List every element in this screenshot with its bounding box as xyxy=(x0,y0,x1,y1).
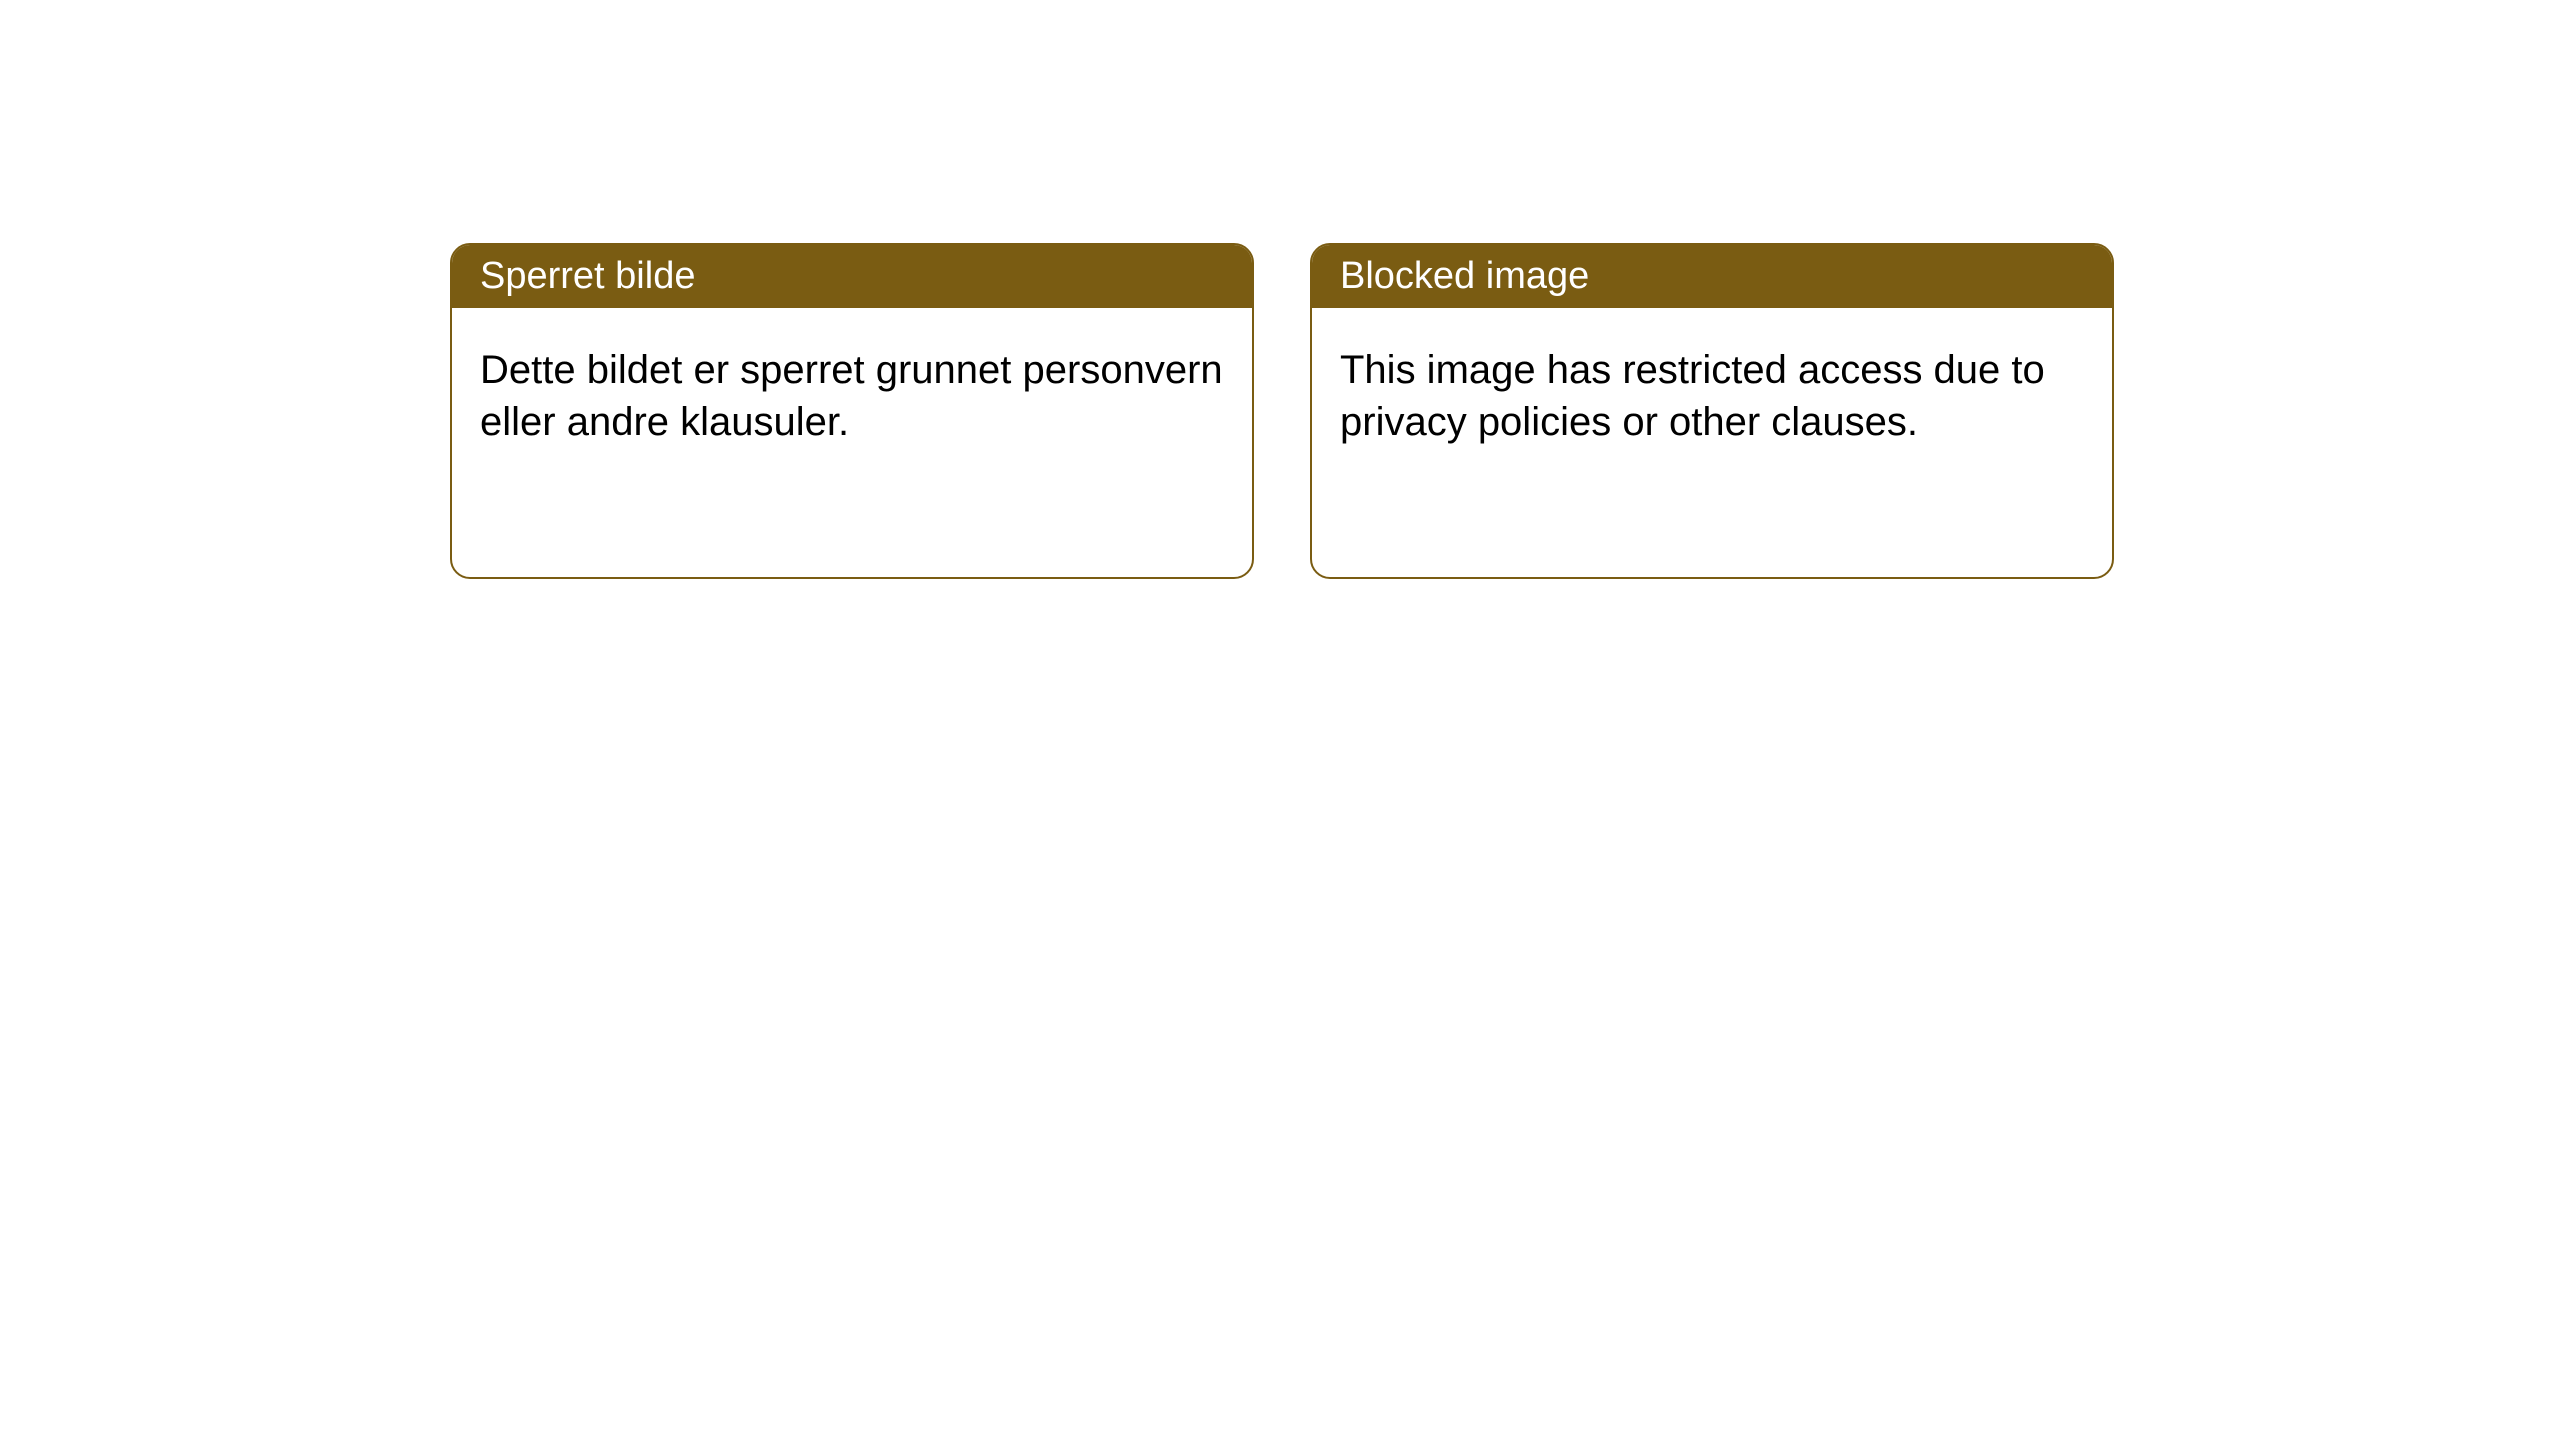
card-body-text: Dette bildet er sperret grunnet personve… xyxy=(480,348,1223,444)
card-header: Blocked image xyxy=(1312,245,2112,308)
blocked-notice-card-no: Sperret bilde Dette bildet er sperret gr… xyxy=(450,243,1254,579)
card-title: Sperret bilde xyxy=(480,255,695,297)
blocked-notice-card-en: Blocked image This image has restricted … xyxy=(1310,243,2114,579)
notice-container: Sperret bilde Dette bildet er sperret gr… xyxy=(450,243,2114,579)
card-header: Sperret bilde xyxy=(452,245,1252,308)
card-title: Blocked image xyxy=(1340,255,1589,297)
card-body-text: This image has restricted access due to … xyxy=(1340,348,2045,444)
card-body: Dette bildet er sperret grunnet personve… xyxy=(452,308,1252,484)
card-body: This image has restricted access due to … xyxy=(1312,308,2112,484)
